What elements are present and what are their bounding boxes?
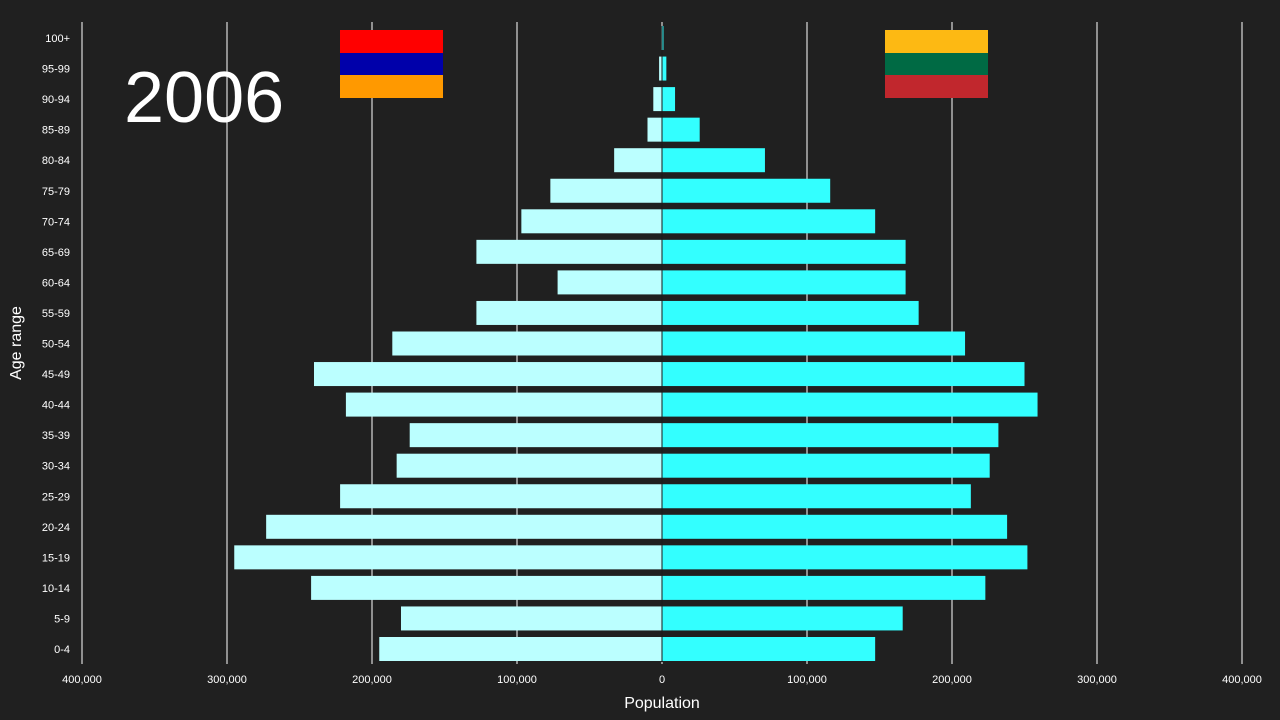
bar-right-0-4 (662, 637, 876, 661)
bar-left-75-79 (550, 178, 662, 203)
bar-right-60-64 (662, 270, 906, 295)
bar-right-5-9 (662, 606, 903, 631)
y-tick-label: 65-69 (42, 247, 70, 259)
bar-left-85-89 (647, 117, 662, 142)
y-tick-labels: 0-4 5-9 10-14 15-19 20-24 25-29 30-34 35-39 40-4… (42, 33, 70, 656)
bar-right-90-94 (662, 87, 676, 112)
x-tick-label: 400,000 (62, 674, 102, 686)
bar-right-85-89 (662, 117, 700, 142)
x-axis-label: Population (624, 695, 700, 712)
bar-right-30-34 (662, 453, 990, 478)
x-tick-label: 400,000 (1222, 674, 1262, 686)
bar-right-70-74 (662, 209, 876, 234)
bar-left-5-9 (401, 606, 662, 631)
bar-right-80-84 (662, 148, 765, 173)
flag-stripe (885, 30, 988, 53)
flag-stripe (340, 30, 443, 53)
y-tick-label: 60-64 (42, 277, 70, 289)
bar-right-15-19 (662, 545, 1028, 570)
bar-right-55-59 (662, 300, 919, 325)
flag-stripe (885, 52, 988, 76)
bar-left-50-54 (392, 331, 662, 356)
armenia-flag-icon (340, 30, 443, 98)
bar-right-50-54 (662, 331, 966, 356)
bar-left-20-24 (266, 514, 662, 539)
bar-right-100+ (662, 26, 664, 50)
y-tick-label: 55-59 (42, 308, 70, 320)
y-tick-label: 85-89 (42, 125, 70, 137)
bar-left-95-99 (659, 56, 662, 81)
bar-right-95-99 (662, 56, 667, 81)
bar-left-70-74 (521, 209, 662, 234)
bar-right-35-39 (662, 423, 999, 448)
y-tick-label: 80-84 (42, 155, 70, 167)
bar-right-75-79 (662, 178, 831, 203)
y-tick-label: 45-49 (42, 369, 70, 381)
x-tick-label: 100,000 (497, 674, 537, 686)
flag-stripe (340, 75, 443, 98)
bar-right-20-24 (662, 514, 1008, 539)
bar-left-30-34 (396, 453, 662, 478)
y-tick-label: 40-44 (42, 400, 70, 412)
bar-right-65-69 (662, 239, 906, 264)
y-axis-label: Age range (8, 306, 25, 380)
bar-left-35-39 (409, 423, 662, 448)
bar-left-65-69 (476, 239, 662, 264)
y-tick-label: 70-74 (42, 216, 70, 228)
bar-left-0-4 (379, 637, 662, 661)
bar-left-10-14 (311, 575, 662, 600)
bar-left-60-64 (557, 270, 662, 295)
lithuania-flag-icon (885, 30, 988, 98)
y-tick-label: 35-39 (42, 430, 70, 442)
bar-left-25-29 (340, 484, 662, 509)
bar-right-10-14 (662, 575, 986, 600)
flag-stripe (885, 75, 988, 98)
bars (234, 26, 1038, 661)
bar-right-40-44 (662, 392, 1038, 417)
y-tick-label: 30-34 (42, 461, 70, 473)
x-tick-label: 0 (659, 674, 665, 686)
bar-right-25-29 (662, 484, 971, 509)
y-tick-label: 75-79 (42, 186, 70, 198)
bar-right-45-49 (662, 362, 1025, 387)
x-tick-labels: 400,000 300,000 200,000 100,000 0 100,000 200,… (62, 674, 1262, 686)
x-tick-label: 300,000 (207, 674, 247, 686)
y-tick-label: 25-29 (42, 491, 70, 503)
bar-left-45-49 (314, 362, 662, 387)
bar-left-90-94 (653, 87, 662, 112)
bar-left-40-44 (345, 392, 662, 417)
bar-left-80-84 (614, 148, 662, 173)
y-tick-label: 100+ (45, 33, 70, 45)
bar-left-15-19 (234, 545, 662, 570)
y-tick-label: 5-9 (54, 613, 70, 625)
y-tick-label: 90-94 (42, 94, 70, 106)
x-tick-label: 200,000 (352, 674, 392, 686)
y-tick-label: 95-99 (42, 64, 70, 76)
bar-left-55-59 (476, 300, 662, 325)
x-tick-label: 200,000 (932, 674, 972, 686)
y-tick-label: 10-14 (42, 583, 70, 595)
flag-stripe (340, 52, 443, 76)
y-tick-label: 20-24 (42, 522, 70, 534)
year-label: 2006 (124, 58, 285, 138)
x-tick-label: 100,000 (787, 674, 827, 686)
y-tick-label: 15-19 (42, 552, 70, 564)
x-tick-label: 300,000 (1077, 674, 1117, 686)
y-tick-label: 50-54 (42, 339, 70, 351)
y-tick-label: 0-4 (54, 644, 70, 656)
